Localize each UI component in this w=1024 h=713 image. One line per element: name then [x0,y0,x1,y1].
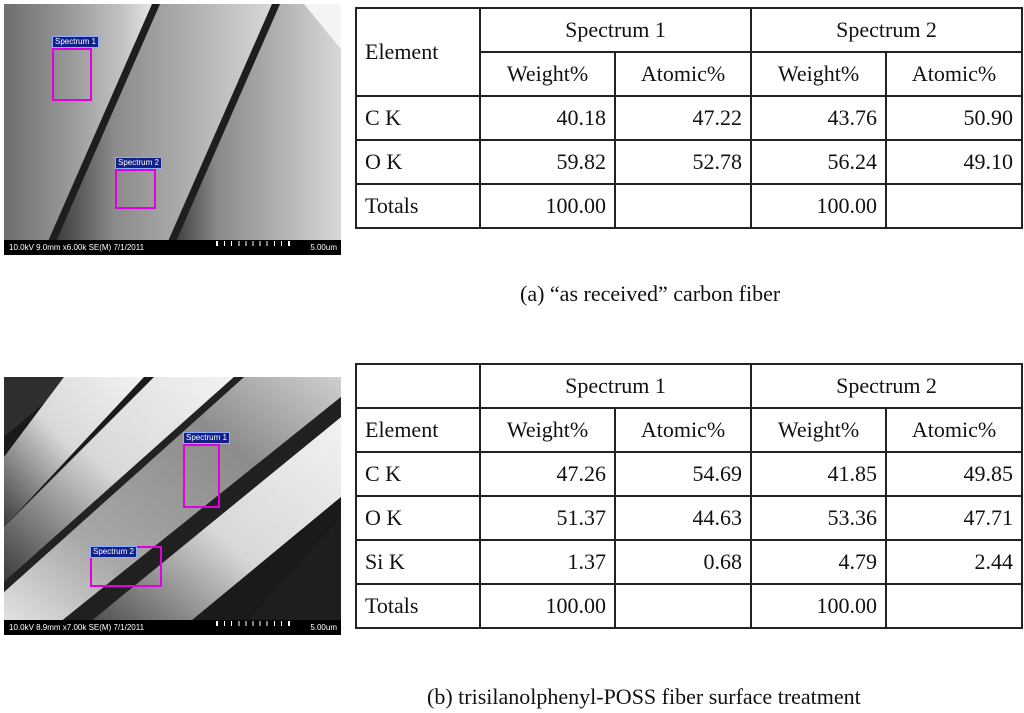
spectrum-1-region-b [183,444,220,508]
subheader-cell: Atomic% [885,51,1024,97]
element-cell: O K [355,139,481,185]
element-cell: C K [355,95,481,141]
table-row: O K 59.82 52.78 56.24 49.10 [355,139,1024,185]
element-header: Element [355,407,481,453]
value-cell: 59.82 [479,139,616,185]
value-cell [613,183,753,229]
subheader-cell: Atomic% [613,51,753,97]
sem-info-a: 10.0kV 9.0mm x6.00k SE(M) 7/1/2011 [9,243,145,252]
sem-info-b: 10.0kV 8.9mm x7.00k SE(M) 7/1/2011 [9,623,145,632]
value-cell: 100.00 [750,183,888,229]
element-header: Element [355,7,481,97]
element-cell: Totals [355,583,481,629]
table-row: Si K 1.37 0.68 4.79 2.44 [355,539,1024,585]
value-cell: 43.76 [750,95,888,141]
value-cell: 100.00 [479,183,616,229]
value-cell [613,583,753,629]
table-header-row: Element Spectrum 1 Spectrum 2 [355,7,1024,97]
sem-image-a: Spectrum 1 Spectrum 2 10.0kV 9.0mm x6.00… [4,4,341,255]
sem-info-bar-b: 10.0kV 8.9mm x7.00k SE(M) 7/1/2011 5.00u… [4,620,341,635]
value-cell: 47.71 [885,495,1024,541]
value-cell: 100.00 [479,583,616,629]
element-cell: Si K [355,539,481,585]
value-cell: 53.36 [750,495,888,541]
value-cell: 49.10 [885,139,1024,185]
table-row: C K 40.18 47.22 43.76 50.90 [355,95,1024,141]
spectrum-1-header: Spectrum 1 [478,7,753,53]
spectrum-2-header: Spectrum 2 [750,363,1024,409]
table-header-row: Spectrum 1 Spectrum 2 [355,363,1024,409]
table-subheader-row: Weight% Atomic% Weight% Atomic% [356,51,1024,97]
value-cell: 51.37 [479,495,616,541]
value-cell: 49.85 [885,451,1024,497]
table-row: Totals 100.00 100.00 [355,183,1024,229]
spectrum-2-region-a [115,169,156,209]
spectrum-1-label-a: Spectrum 1 [52,36,99,48]
sem-image-b: Spectrum 1 Spectrum 2 10.0kV 8.9mm x7.00… [4,377,341,635]
spectrum-2-header: Spectrum 2 [750,7,1024,53]
value-cell: 41.85 [750,451,888,497]
subheader-cell: Weight% [479,51,616,97]
value-cell: 50.90 [885,95,1024,141]
element-cell: O K [355,495,481,541]
scale-bar-b [216,621,290,626]
value-cell [885,183,1024,229]
spectrum-1-header: Spectrum 1 [478,363,753,409]
subheader-cell: Weight% [750,51,888,97]
sem-micrograph-a [4,4,341,255]
sem-micrograph-b [4,377,341,635]
value-cell: 100.00 [750,583,888,629]
caption-a: (a) “as received” carbon fiber [520,281,781,306]
sem-info-bar-a: 10.0kV 9.0mm x6.00k SE(M) 7/1/2011 5.00u… [4,240,341,255]
eds-table-a: Element Spectrum 1 Spectrum 2 Weight% At… [355,7,1024,229]
value-cell: 47.22 [613,95,753,141]
value-cell: 44.63 [613,495,753,541]
element-cell: Totals [355,183,481,229]
scale-bar-a [216,241,290,246]
empty-corner-cell [355,363,481,409]
value-cell: 54.69 [613,451,753,497]
value-cell: 40.18 [479,95,616,141]
sem-scale-b: 5.00um [310,623,337,632]
caption-b: (b) trisilanolphenyl-POSS fiber surface … [427,684,861,709]
value-cell: 47.26 [479,451,616,497]
element-cell: C K [355,451,481,497]
subheader-cell: Atomic% [885,407,1024,453]
subheader-cell: Weight% [750,407,888,453]
value-cell: 56.24 [750,139,888,185]
spectrum-2-label-a: Spectrum 2 [115,157,162,169]
eds-table-b: Spectrum 1 Spectrum 2 Element Weight% At… [355,363,1024,629]
spectrum-1-region-a [52,48,92,101]
subheader-cell: Weight% [479,407,616,453]
table-row: C K 47.26 54.69 41.85 49.85 [355,451,1024,497]
table-subheader-row: Element Weight% Atomic% Weight% Atomic% [355,407,1024,453]
value-cell: 2.44 [885,539,1024,585]
value-cell: 4.79 [750,539,888,585]
value-cell [885,583,1024,629]
sem-scale-a: 5.00um [310,243,337,252]
spectrum-2-label-b: Spectrum 2 [90,546,137,558]
table-row: O K 51.37 44.63 53.36 47.71 [355,495,1024,541]
spectrum-1-label-b: Spectrum 1 [183,432,230,444]
value-cell: 1.37 [479,539,616,585]
value-cell: 52.78 [613,139,753,185]
value-cell: 0.68 [613,539,753,585]
table-row: Totals 100.00 100.00 [355,583,1024,629]
subheader-cell: Atomic% [613,407,753,453]
